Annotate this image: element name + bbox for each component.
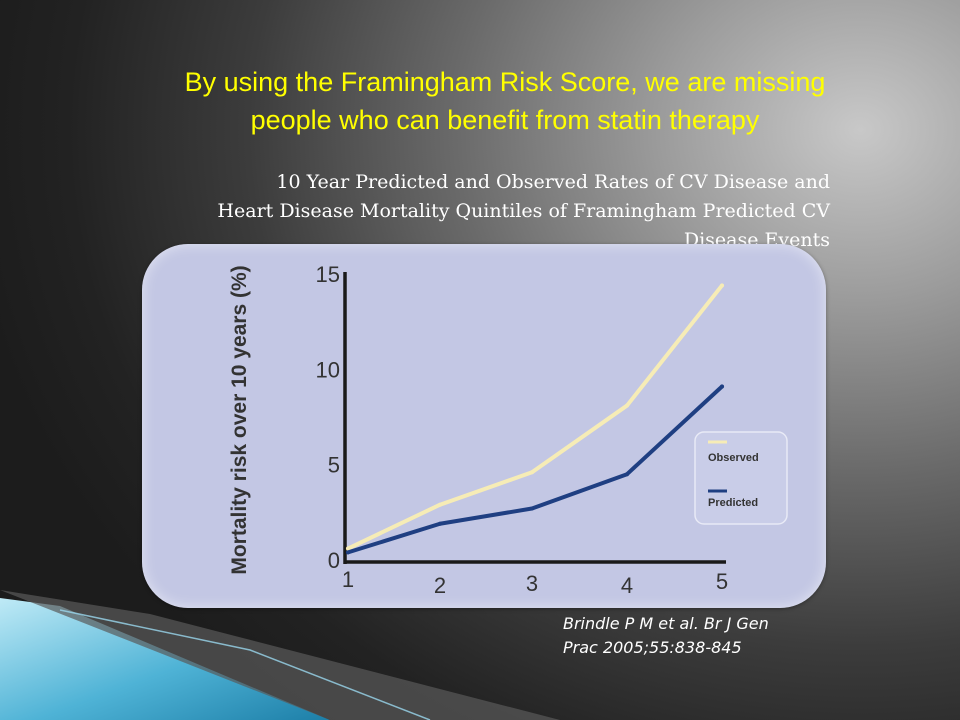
x-tick-label-1: 2: [434, 573, 446, 598]
chart-axes: [343, 272, 726, 564]
data-point-predicted-4: [625, 472, 629, 477]
citation: Brindle P M et al. Br J Gen Prac 2005;55…: [563, 612, 769, 660]
data-point-observed-3: [530, 470, 534, 475]
legend-box: [694, 431, 788, 525]
citation-line-1: Brindle P M et al. Br J Gen: [563, 614, 769, 633]
headline-line-1: By using the Framingham Risk Score, we a…: [184, 67, 826, 97]
subtitle-line-1: 10 Year Predicted and Observed Rates of …: [276, 171, 830, 193]
series-lines: [346, 283, 724, 555]
x-tick-label-0: 1: [342, 567, 354, 592]
data-point-observed-4: [625, 403, 629, 408]
data-point-predicted-3: [530, 506, 534, 511]
data-point-predicted-2: [438, 521, 442, 526]
slide-headline: By using the Framingham Risk Score, we a…: [100, 63, 910, 139]
data-point-observed-5: [720, 283, 724, 288]
y-tick-label-3: 15: [316, 262, 340, 287]
mortality-line-chart: Mortality risk over 10 years (%) 051015 …: [228, 262, 788, 598]
legend-observed-label: Observed: [708, 452, 759, 464]
chart-panel: Mortality risk over 10 years (%) 0 5 10 15 …: [142, 244, 826, 608]
data-point-observed-1: [346, 546, 350, 551]
y-tick-label-2: 10: [316, 357, 340, 382]
x-tick-label-3: 4: [621, 573, 633, 598]
citation-line-2: Prac 2005;55:838-845: [563, 638, 742, 657]
y-tick-labels: 0 5 10 15: [316, 262, 340, 573]
x-tick-label-2: 3: [526, 571, 538, 596]
y-tick-label-0: 0: [328, 548, 340, 573]
headline-line-2: people who can benefit from statin thera…: [250, 105, 760, 135]
legend: Observed Predicted: [694, 431, 788, 525]
data-point-observed-2: [438, 502, 442, 507]
data-point-predicted-1: [346, 550, 350, 555]
chart-subtitle: 10 Year Predicted and Observed Rates of …: [90, 168, 830, 255]
x-tick-label-4: 5: [716, 569, 728, 594]
y-axis-label: Mortality risk over 10 years (%): [228, 265, 251, 574]
data-point-predicted-5: [720, 384, 724, 389]
subtitle-line-2: Heart Disease Mortality Quintiles of Fra…: [217, 200, 830, 222]
x-tick-labels: 1 2 3 4 5: [342, 567, 728, 598]
y-tick-label-1: 5: [328, 453, 340, 478]
legend-predicted-label: Predicted: [708, 497, 758, 509]
